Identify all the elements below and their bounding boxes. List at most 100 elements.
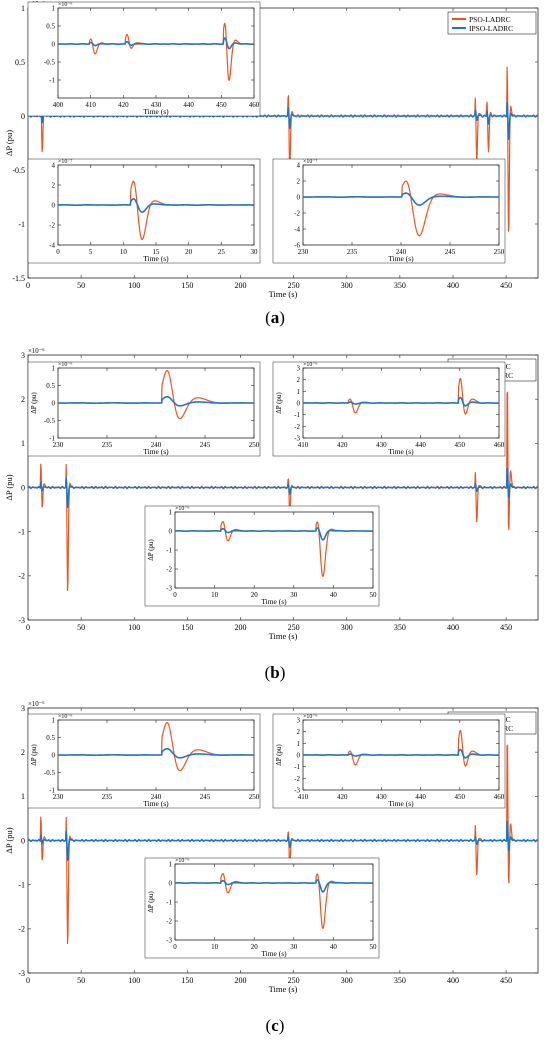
inset-b-2-ytick-label: 0: [297, 399, 301, 407]
main-a-xtick-label: 100: [128, 281, 140, 290]
inset-b-3-ytick-label: -3: [166, 584, 172, 592]
inset-c-1-xtick-label: 245: [200, 793, 211, 801]
inset-a-3-xtick-label: 235: [347, 248, 358, 256]
inset-a-2-ytick-label: 0: [52, 201, 56, 209]
inset-c-3-ytick-label: 0: [169, 879, 173, 887]
main-b-ipso-ladrc-line: [27, 467, 539, 509]
main-a-ytick-label: 0: [21, 112, 25, 121]
inset-c-2-ipso-ladrc-line: [302, 748, 500, 759]
main-c-xtick-label: 450: [500, 976, 512, 985]
inset-xlabel: Time (s): [143, 254, 169, 263]
main-c-xtick-label: 250: [288, 976, 300, 985]
inset-a-1-ytick-label: 0: [52, 40, 56, 48]
inset-b-2-ytick-label: -1: [294, 411, 300, 419]
inset-a-2-xtick-label: 15: [153, 248, 161, 256]
inset-xlabel: Time (s): [261, 949, 287, 958]
inset-ylabel: ΔP (pu): [147, 539, 155, 561]
inset-a-2-xtick-label: 25: [218, 248, 226, 256]
main-c-xtick-label: 100: [128, 976, 140, 985]
inset-ylabel: ΔP (pu): [30, 392, 38, 414]
inset-a-2-xtick-label: 20: [185, 248, 193, 256]
inset-a-1: 400 410 420 430 440 450 460 -1 -0.5 0 0.5 1 ×10⁻⁶ Tim…: [27, 1, 261, 117]
inset-b-3-xtick-label: 40: [330, 591, 338, 599]
inset-a-2-ytick-label: 4: [52, 161, 56, 169]
inset-xlabel: Time (s): [143, 447, 169, 456]
inset-b-1-ipso-ladrc-line: [57, 395, 255, 407]
inset-c-2-xtick-label: 410: [298, 793, 309, 801]
inset-b-2-ytick-label: 2: [297, 376, 301, 384]
inset-b-1-xtick-label: 250: [249, 441, 260, 449]
inset-c-3: 0 10 20 30 40 50 -3 -2 -1 0 1 ×10⁻⁶ Time (s) ΔP (pu): [144, 857, 380, 959]
main-a-xtick-label: 300: [341, 281, 353, 290]
panel-label-open: (: [265, 308, 271, 327]
inset-xlabel: Time (s): [143, 799, 169, 808]
inset-c-3-ytick-label: -3: [166, 936, 172, 944]
inset-b-2-ytick-label: -3: [294, 434, 300, 442]
main-b-xtick-label: 300: [341, 623, 353, 632]
legend-box: [447, 11, 537, 35]
inset-a-2: 0 5 10 15 20 25 30 -4 -2 0 2 4 ×10⁻⁷ Time (s): [27, 158, 261, 264]
main-a-xtick-label: 450: [500, 281, 512, 290]
inset-b-1-ytick-label: 1: [52, 364, 56, 372]
panel-label-close: ): [279, 308, 285, 327]
inset-a-3-xtick-label: 240: [396, 248, 407, 256]
inset-a-2-ytick-label: -2: [49, 221, 55, 229]
inset-c-3-ytick-label: 1: [169, 860, 173, 868]
main-c-ytick-label: 3: [21, 704, 25, 713]
main-b-ylabel: ΔP (pu): [4, 474, 14, 500]
inset-b-2-xtick-label: 460: [494, 441, 505, 449]
inset-c-1-xtick-label: 250: [249, 793, 260, 801]
main-a-xtick-label: 150: [181, 281, 193, 290]
inset-b-3-ytick-label: -2: [166, 565, 172, 573]
inset-c-1-xtick-label: 230: [53, 793, 64, 801]
inset-b-1-ytick-label: 0: [52, 399, 56, 407]
inset-c-3-xtick-label: 50: [370, 943, 378, 951]
inset-c-1-xtick-label: 240: [151, 793, 162, 801]
main-c-ipso-ladrc-line: [27, 820, 539, 862]
panel-label-b: (b): [0, 663, 550, 683]
legend-label-ipso: IPSO-LADRC: [469, 24, 513, 33]
inset-a-2-xtick-label: 30: [251, 248, 259, 256]
inset-c-2-ytick-label: 1: [297, 740, 301, 748]
inset-a-2-ipso-ladrc-line: [57, 198, 255, 213]
inset-a-1-plot-area: [57, 7, 255, 99]
main-b-xtick-label: 200: [235, 623, 247, 632]
main-c-xtick-label: 200: [235, 976, 247, 985]
main-a-ylabel: ΔP (pu): [4, 130, 14, 156]
main-a-xtick-label: 350: [394, 281, 406, 290]
main-b-xtick-label: 150: [181, 623, 193, 632]
main-b-xtick-label: 350: [394, 623, 406, 632]
inset-a-1-xtick-label: 410: [85, 101, 96, 109]
inset-c-1-ytick-label: 0.5: [46, 734, 55, 742]
inset-b-3-xtick-label: 20: [251, 591, 259, 599]
inset-b-1-ytick-label: -0.5: [44, 417, 56, 425]
main-c-xlabel: Time (s): [269, 984, 298, 994]
inset-a-3-xtick-label: 250: [494, 248, 505, 256]
panel-label-open: (: [264, 663, 271, 682]
inset-c-2: 410 420 430 440 450 460 -3 -2 -1 0 1 2 3 ×10⁻⁶ Time (s…: [272, 713, 506, 809]
inset-b-3-xtick-label: 50: [370, 591, 378, 599]
main-a-xtick-label: 400: [447, 281, 459, 290]
inset-ylabel: ΔP (pu): [275, 744, 283, 766]
inset-a-2-exponent: ×10⁻⁷: [58, 159, 73, 165]
inset-a-1-exponent: ×10⁻⁶: [58, 2, 73, 8]
inset-a-2-ytick-label: -4: [49, 241, 55, 249]
inset-a-3-ytick-label: 0: [297, 193, 301, 201]
inset-a-2-xtick-label: 5: [89, 248, 93, 256]
inset-a-3-ytick-label: 2: [297, 177, 301, 185]
inset-b-3-xtick-label: 0: [173, 591, 177, 599]
inset-a-3: 230 235 240 245 250 -6 -4 -2 0 2 4 ×10⁻⁷ Time (s): [272, 158, 506, 264]
inset-c-2-xtick-label: 420: [337, 793, 348, 801]
inset-a-2-xtick-label: 0: [56, 248, 60, 256]
inset-xlabel: Time (s): [261, 597, 287, 606]
inset-b-2-ytick-label: 3: [297, 364, 301, 372]
inset-c-3-ytick-label: -1: [166, 898, 172, 906]
inset-b-2-exponent: ×10⁻⁶: [303, 362, 318, 368]
inset-c-2-ytick-label: 0: [297, 751, 301, 759]
main-c-ytick-label: -2: [18, 925, 25, 934]
main-b-xtick-label: 0: [26, 623, 30, 632]
main-a-xtick-label: 250: [288, 281, 300, 290]
inset-c-2-xtick-label: 430: [376, 793, 387, 801]
panel-label-letter: c: [271, 1016, 279, 1035]
